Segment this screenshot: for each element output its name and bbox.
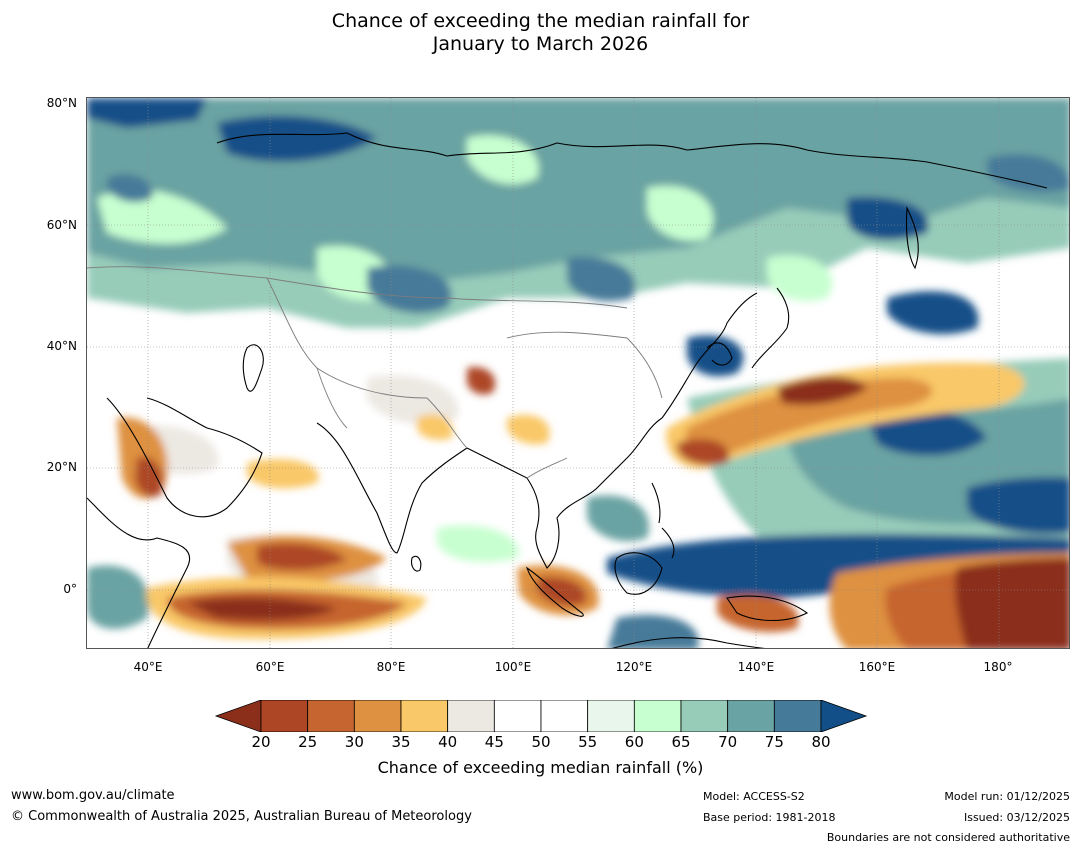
colorbar-tick-label: 45 [484,733,504,751]
colorbar-swatch [540,700,589,732]
colorbar-tick-label: 80 [811,733,831,751]
colorbar-swatch [307,700,355,732]
colorbar-swatch [353,700,402,732]
lat-label-80n: 80°N [46,96,77,110]
probability-fields [87,98,1069,648]
colorbar-swatch [773,700,822,732]
boundaries-disclaimer: Boundaries are not considered authoritat… [826,831,1070,844]
colorbar-label: Chance of exceeding median rainfall (%) [377,758,704,777]
boundaries [87,266,663,479]
map-title: Chance of exceeding the median rainfall … [0,10,1081,56]
model-name: Model: ACCESS-S2 [703,790,805,803]
title-line-2: January to March 2026 [432,33,649,55]
colorbar-tick-label: 20 [251,733,271,751]
colorbar-swatch [680,700,729,732]
colorbar-arrow-high [820,700,868,732]
colorbar-swatch [587,700,635,732]
lon-label-120e: 120°E [615,660,653,674]
coastlines [87,132,1048,648]
colorbar-swatch [260,700,309,732]
lon-label-60e: 60°E [255,660,285,674]
colorbar-swatch [727,700,775,732]
lon-label-180: 180° [983,660,1013,674]
graticule [87,98,1069,648]
colorbar-tick-label: 25 [298,733,318,751]
lon-label-40e: 40°E [133,660,163,674]
map-canvas [87,98,1069,648]
colorbar-arrow-low [214,700,262,732]
lat-label-40n: 40°N [46,339,77,353]
lat-label-20n: 20°N [46,460,77,474]
colorbar-tick-label: 75 [764,733,784,751]
copyright-notice: © Commonwealth of Australia 2025, Austra… [11,809,472,824]
title-line-1: Chance of exceeding the median rainfall … [331,10,750,32]
colorbar-swatch [493,700,542,732]
colorbar-tick-label: 35 [391,733,411,751]
issued-date: Issued: 03/12/2025 [963,811,1070,824]
colorbar-tick-label: 55 [578,733,598,751]
lat-label-0: 0° [63,582,77,596]
colorbar-tick-label: 40 [438,733,458,751]
lon-label-160e: 160°E [858,660,896,674]
colorbar-tick-label: 60 [624,733,644,751]
model-run-date: Model run: 01/12/2025 [944,790,1070,803]
colorbar-tick-label: 70 [718,733,738,751]
base-period: Base period: 1981-2018 [703,811,836,824]
rainfall-probability-map [86,97,1070,649]
lat-label-60n: 60°N [46,218,77,232]
colorbar-swatch [447,700,495,732]
lon-label-80e: 80°E [376,660,406,674]
source-url: www.bom.gov.au/climate [11,788,175,803]
colorbar-tick-label: 50 [531,733,551,751]
lon-label-140e: 140°E [737,660,775,674]
colorbar-tick-label: 30 [344,733,364,751]
lon-label-100e: 100°E [494,660,532,674]
colorbar-tick-label: 65 [671,733,691,751]
colorbar [214,700,868,732]
colorbar-swatch [400,700,449,732]
colorbar-swatch [633,700,682,732]
